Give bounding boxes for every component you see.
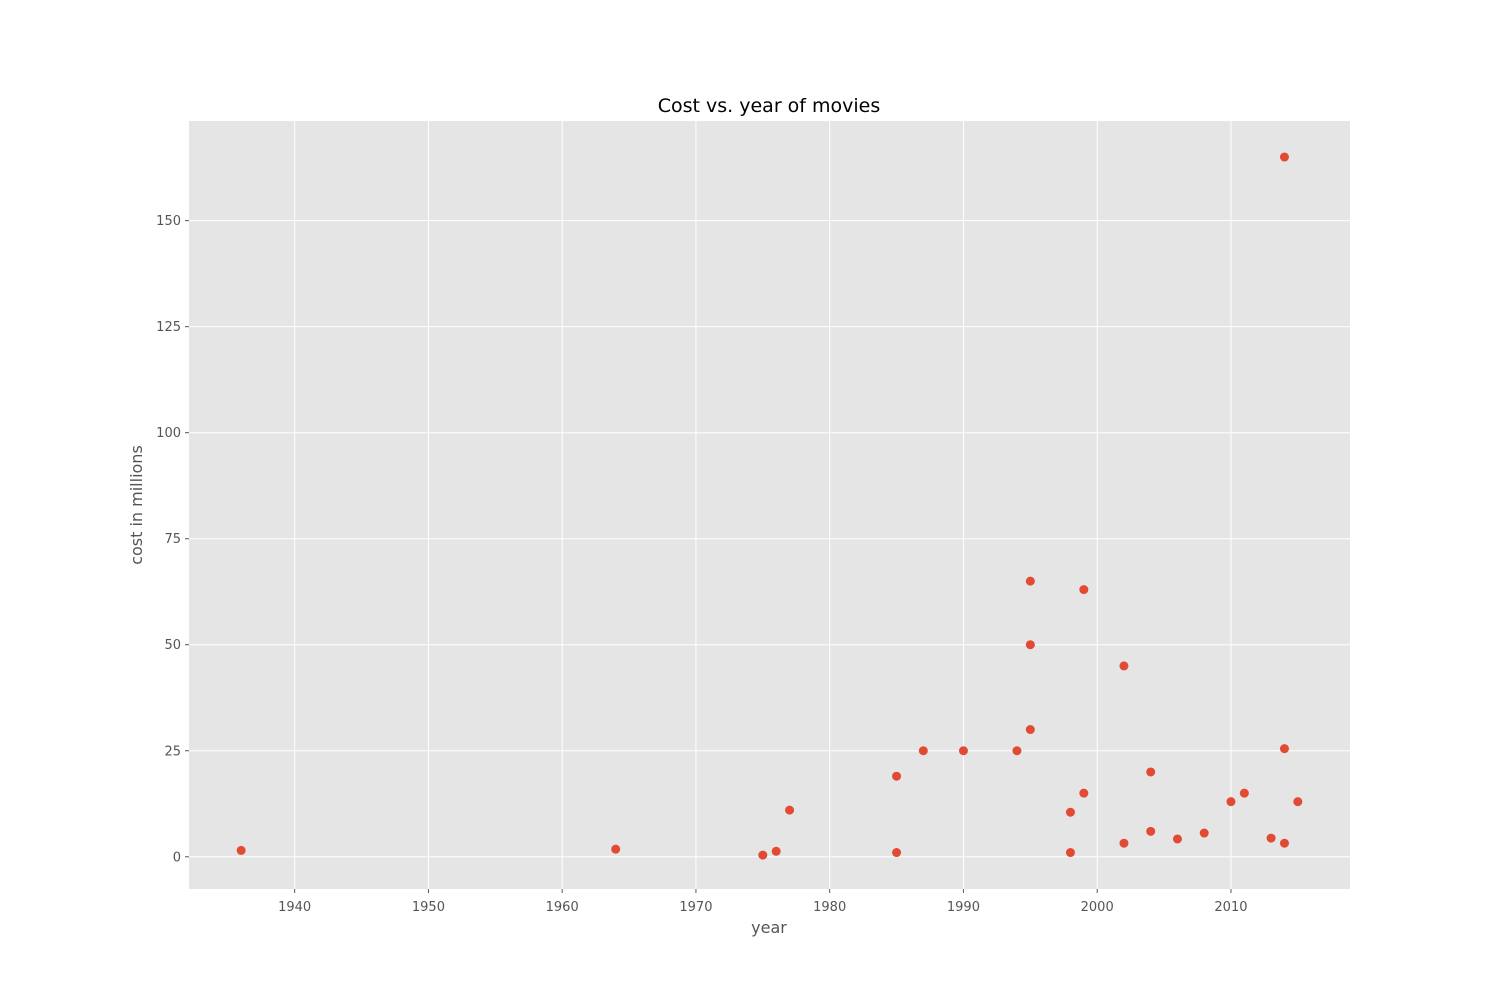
y-tick-label: 75 [164,532,181,547]
scatter-point [1239,788,1249,798]
x-tick-label: 2000 [1081,900,1114,915]
x-tick-label: 1960 [546,900,579,915]
scatter-point [1279,838,1289,848]
scatter-point [758,850,768,860]
scatter-point [1266,833,1276,843]
data-points [236,152,1303,860]
plot-area [189,121,1350,889]
scatter-point [1119,838,1129,848]
x-tick-label: 1970 [679,900,712,915]
chart-title: Cost vs. year of movies [658,95,881,117]
scatter-point [1146,826,1156,836]
y-tick-label: 25 [164,744,181,759]
scatter-point [1226,797,1236,807]
y-tick-label: 100 [156,426,181,441]
scatter-point [1146,767,1156,777]
scatter-point [236,845,246,855]
scatter-point [958,746,968,756]
scatter-point [785,805,795,815]
y-tick-label: 50 [164,638,181,653]
x-tick-label: 1990 [947,900,980,915]
x-tick-label: 1940 [278,900,311,915]
scatter-point [1199,828,1209,838]
scatter-point [1012,746,1022,756]
scatter-point [1172,834,1182,844]
x-tick-label: 1980 [813,900,846,915]
scatter-point [1279,152,1289,162]
scatter-point [1025,576,1035,586]
scatter-point [1079,788,1089,798]
scatter-point [1079,585,1089,595]
scatter-point [611,844,621,854]
x-axis-label: year [751,918,787,937]
grid [189,121,1350,889]
y-tick-label: 150 [156,214,181,229]
y-tick-label: 0 [173,850,181,865]
y-axis-label: cost in millions [127,445,146,565]
scatter-point [1119,661,1129,671]
scatter-point [1025,640,1035,650]
x-tick-label: 2010 [1214,900,1247,915]
x-tick-label: 1950 [412,900,445,915]
scatter-point [892,848,902,858]
scatter-point [1065,848,1075,858]
scatter-point [892,771,902,781]
scatter-point [1293,797,1303,807]
scatter-point [1025,725,1035,735]
scatter-point [1065,807,1075,817]
scatter-point [771,846,781,856]
axis-ticks: 1940 1950 1960 1970 1980 1990 2000 2010 0 25 50 75 1… [156,214,1247,915]
y-tick-label: 125 [156,320,181,335]
scatter-point [1279,744,1289,754]
scatter-point [918,746,928,756]
